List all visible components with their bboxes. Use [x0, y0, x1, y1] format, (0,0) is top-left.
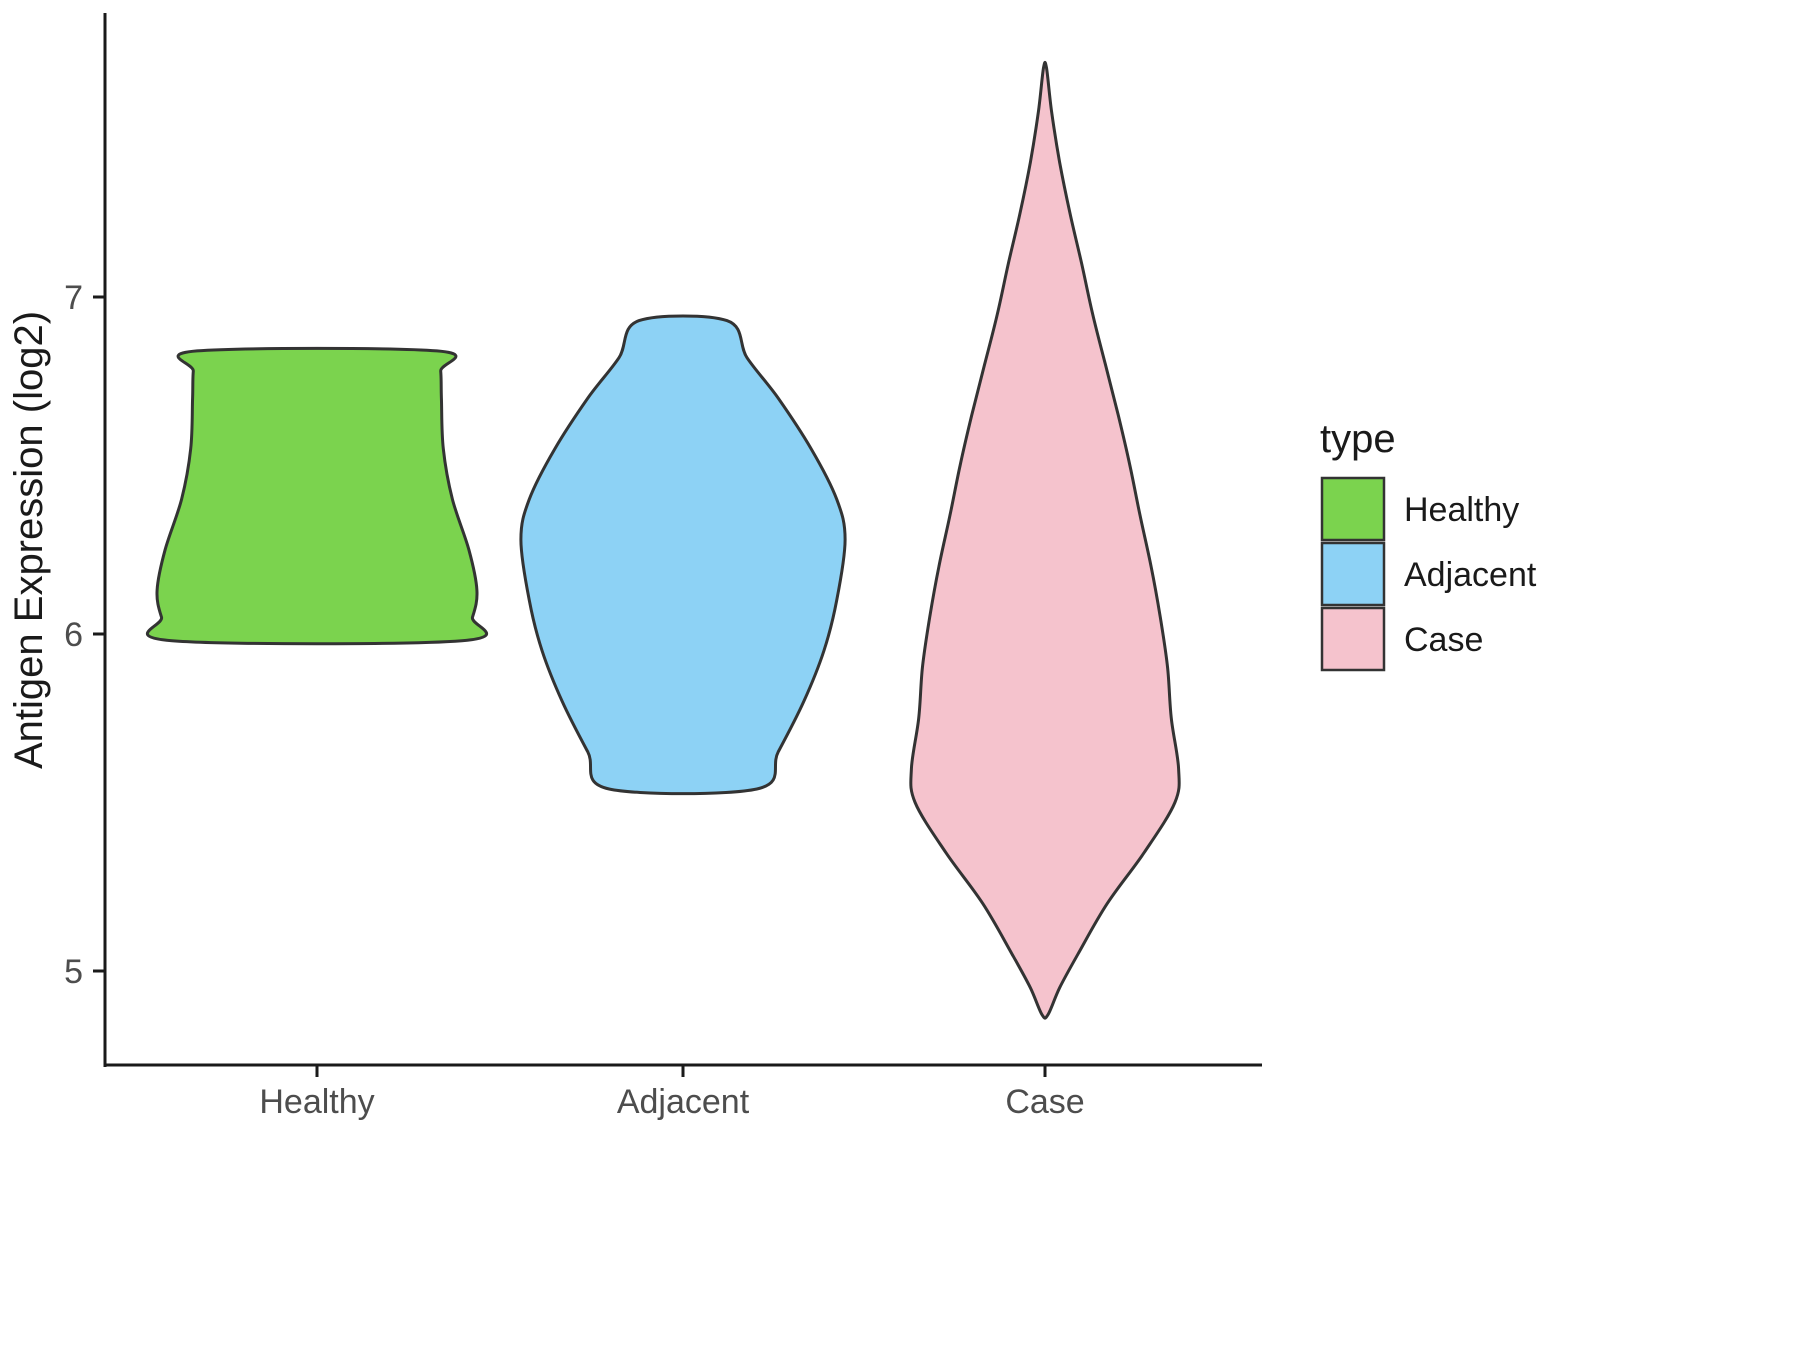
- legend-key-case: [1320, 606, 1386, 672]
- violins: [145, 60, 1181, 1020]
- x-tick-label: Healthy: [259, 1083, 374, 1121]
- axis-labels: 5 6 7 Healthy Adjacent Case Antigen Expression…: [7, 279, 1085, 1121]
- legend-key-adjacent: [1320, 541, 1386, 607]
- y-tick-label: 7: [64, 279, 83, 317]
- y-tick-label: 6: [64, 616, 83, 654]
- legend-label-adjacent: Adjacent: [1404, 556, 1537, 594]
- y-tick-label: 5: [64, 953, 83, 991]
- x-tick-label: Adjacent: [617, 1083, 750, 1121]
- violin-adjacent: [519, 314, 847, 796]
- legend-title: type: [1320, 417, 1396, 461]
- legend-key-healthy: [1320, 476, 1386, 542]
- legend-label-healthy: Healthy: [1404, 491, 1519, 529]
- legend-label-case: Case: [1404, 621, 1483, 659]
- violin-healthy: [145, 346, 489, 646]
- x-tick-label: Case: [1005, 1083, 1084, 1121]
- axes: [93, 13, 1262, 1077]
- violin-case: [909, 60, 1181, 1020]
- y-axis-title: Antigen Expression (log2): [7, 311, 51, 769]
